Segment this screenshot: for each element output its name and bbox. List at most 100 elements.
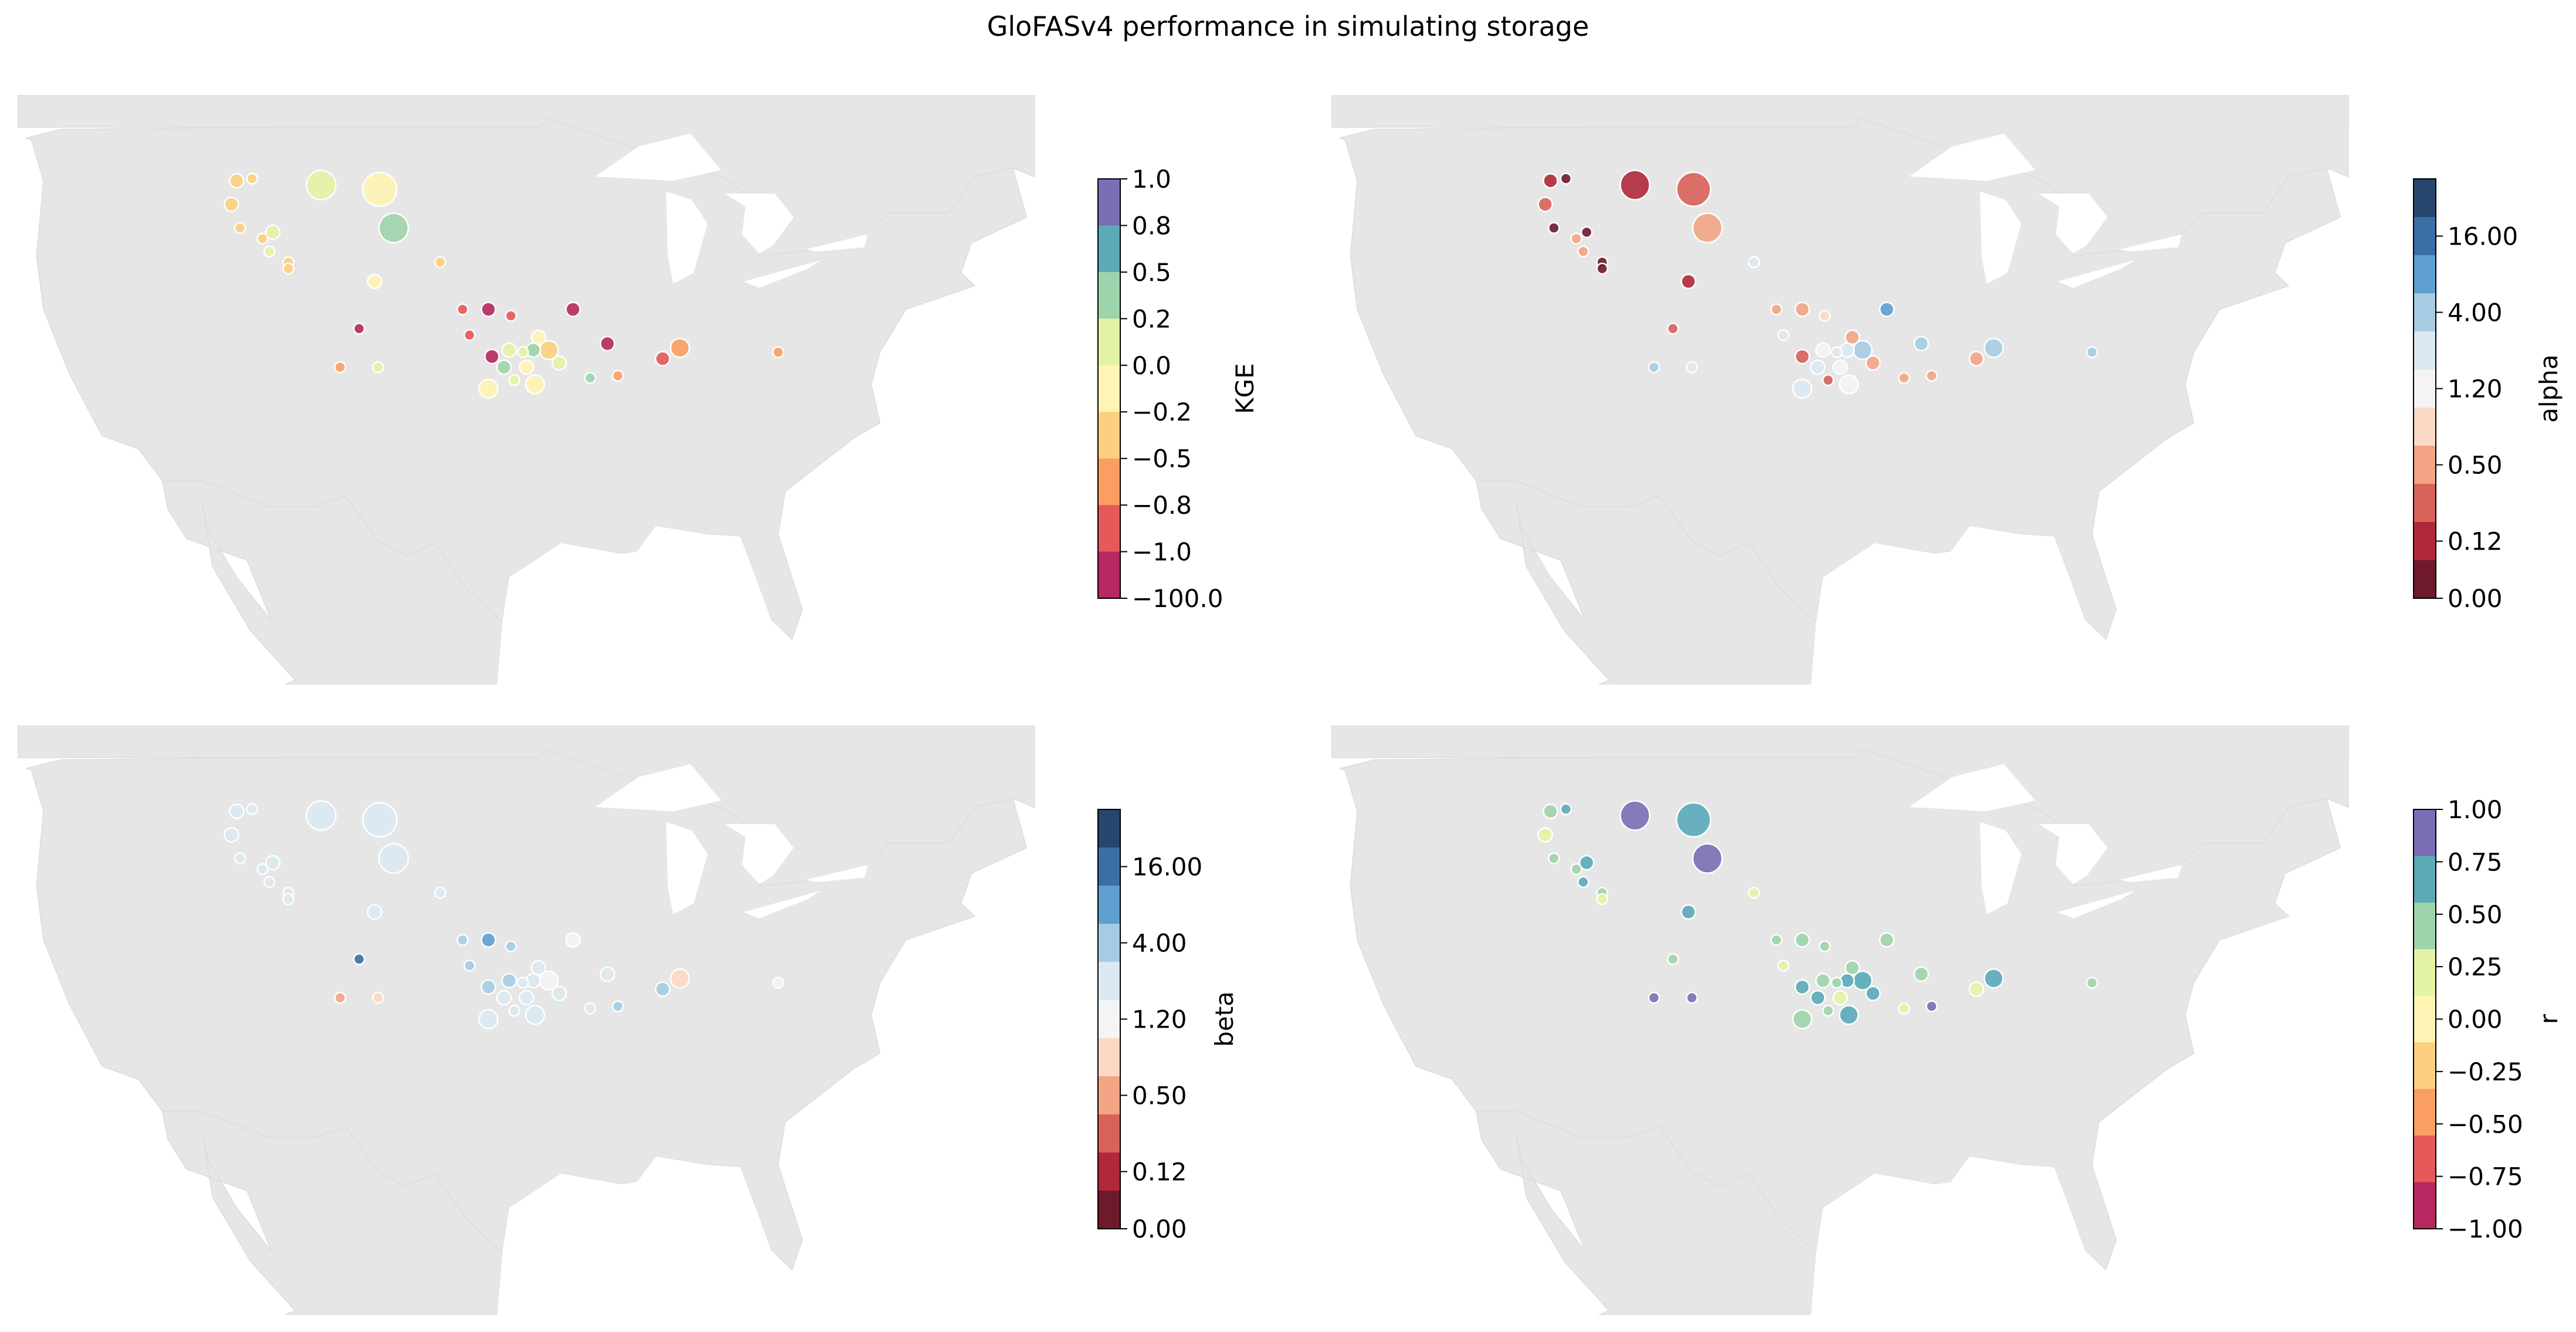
lake-ontario [2119, 865, 2182, 882]
reservoir-marker [1983, 337, 2004, 358]
colorbar-segment [1098, 809, 1120, 848]
reservoir-marker [612, 1000, 624, 1012]
reservoir-marker [599, 335, 615, 352]
reservoir-marker [463, 329, 476, 341]
colorbar-alpha: 16.00 4.00 1.20 0.50 0.12 0.00 alpha [2413, 178, 2566, 613]
figure-title: GloFASv4 performance in simulating stora… [987, 11, 1589, 42]
reservoir-marker [265, 224, 281, 240]
reservoir-marker [1794, 932, 1811, 948]
reservoir-marker [1560, 803, 1572, 815]
colorbar-tick-label: 1.00 [2448, 795, 2503, 824]
colorbar-tick-label: 4.00 [1132, 929, 1187, 958]
reservoir-marker [655, 981, 671, 997]
reservoir-marker [518, 989, 534, 1006]
reservoir-marker [362, 171, 398, 208]
reservoir-marker [1676, 802, 1711, 838]
colorbar-segment [2414, 522, 2436, 561]
reservoir-marker [463, 960, 476, 972]
reservoir-marker [263, 876, 276, 889]
reservoir-marker [1831, 977, 1843, 989]
colorbar-tick-label: 0.8 [1132, 211, 1171, 240]
colorbar-tick-label: −0.2 [1132, 398, 1192, 426]
reservoir-marker [501, 342, 517, 358]
reservoir-marker [256, 232, 269, 245]
colorbar-tick-label: −100.0 [1132, 584, 1223, 613]
reservoir-marker [223, 827, 239, 843]
reservoir-marker [1838, 374, 1859, 395]
colorbar-segment [2414, 217, 2436, 256]
reservoir-marker [456, 934, 469, 946]
map-r [1331, 726, 2349, 1315]
colorbar-segment [2414, 408, 2436, 446]
reservoir-marker [1596, 893, 1608, 906]
reservoir-marker [1810, 359, 1826, 375]
map-kge [18, 95, 1035, 684]
reservoir-marker [1596, 262, 1608, 275]
reservoir-marker [2086, 346, 2099, 358]
colorbar-segment [2414, 949, 2436, 997]
colorbar-segment [2414, 1089, 2436, 1136]
reservoir-marker [1832, 359, 1848, 375]
colorbar-tick-label: 0.00 [2448, 584, 2503, 613]
colorbar-segment [1098, 365, 1120, 412]
reservoir-marker [517, 977, 529, 989]
colorbar-segment [2414, 331, 2436, 370]
colorbar-segment [1098, 1153, 1120, 1191]
colorbar-tick-label: −1.00 [2448, 1215, 2523, 1243]
reservoir-marker [565, 301, 581, 317]
reservoir-marker [478, 378, 499, 399]
reservoir-marker [1619, 800, 1650, 831]
reservoir-marker [1680, 273, 1696, 290]
colorbar-label: alpha [2534, 354, 2563, 422]
reservoir-marker [306, 170, 337, 201]
reservoir-marker [1543, 172, 1558, 189]
lake-huron [2038, 194, 2108, 254]
reservoir-marker [1831, 346, 1843, 358]
lake-superior [1909, 133, 2035, 181]
reservoir-marker [1777, 960, 1789, 972]
reservoir-marker [1815, 342, 1831, 358]
colorbar-segment [2414, 856, 2436, 903]
colorbar-tick-label: 16.00 [2448, 222, 2518, 251]
reservoir-marker [1879, 932, 1895, 948]
colorbar-segment [1098, 1114, 1120, 1153]
colorbar-segment [2414, 1182, 2436, 1229]
reservoir-marker [669, 337, 690, 358]
reservoir-marker [501, 972, 517, 989]
colorbar-segment [2414, 1042, 2436, 1090]
colorbar-segment [2414, 902, 2436, 950]
colorbar-kge: 1.0 0.8 0.5 0.2 0.0 −0.2 −0.5 −0.8 −1.0 −100.0 KGE [1097, 165, 1303, 613]
colorbar-segment [1098, 1038, 1120, 1077]
colorbar-segment [1098, 225, 1120, 273]
reservoir-marker [1548, 222, 1560, 234]
map-alpha [1331, 95, 2349, 684]
reservoir-marker [530, 960, 547, 976]
reservoir-marker [496, 359, 512, 375]
colorbar-tick-label: 0.5 [1132, 258, 1171, 287]
colorbar-segment [1098, 318, 1120, 366]
reservoir-marker [1777, 329, 1789, 341]
reservoir-marker [530, 329, 547, 345]
reservoir-marker [1570, 863, 1582, 876]
reservoir-marker [265, 855, 281, 871]
reservoir-marker [1818, 940, 1831, 953]
reservoir-marker [1822, 374, 1835, 387]
reservoir-marker [1570, 232, 1582, 245]
colorbar-tick-label: 0.50 [2448, 900, 2503, 929]
reservoir-marker [306, 800, 337, 831]
gulf-of-mexico [1805, 526, 2116, 684]
reservoir-marker [508, 1004, 521, 1017]
reservoir-marker [1680, 904, 1696, 920]
map-canvas [1331, 95, 2349, 684]
reservoir-marker [1794, 301, 1811, 317]
reservoir-marker [612, 370, 624, 382]
colorbar-tick-label: 0.00 [2448, 1005, 2503, 1034]
map-canvas [1331, 726, 2349, 1315]
reservoir-marker [480, 301, 497, 317]
reservoir-marker [1898, 1002, 1910, 1015]
reservoir-marker [1686, 361, 1698, 374]
lake-erie [744, 260, 822, 288]
reservoir-marker [1794, 348, 1811, 365]
reservoir-marker [1619, 170, 1650, 201]
reservoir-marker [1926, 1000, 1938, 1012]
